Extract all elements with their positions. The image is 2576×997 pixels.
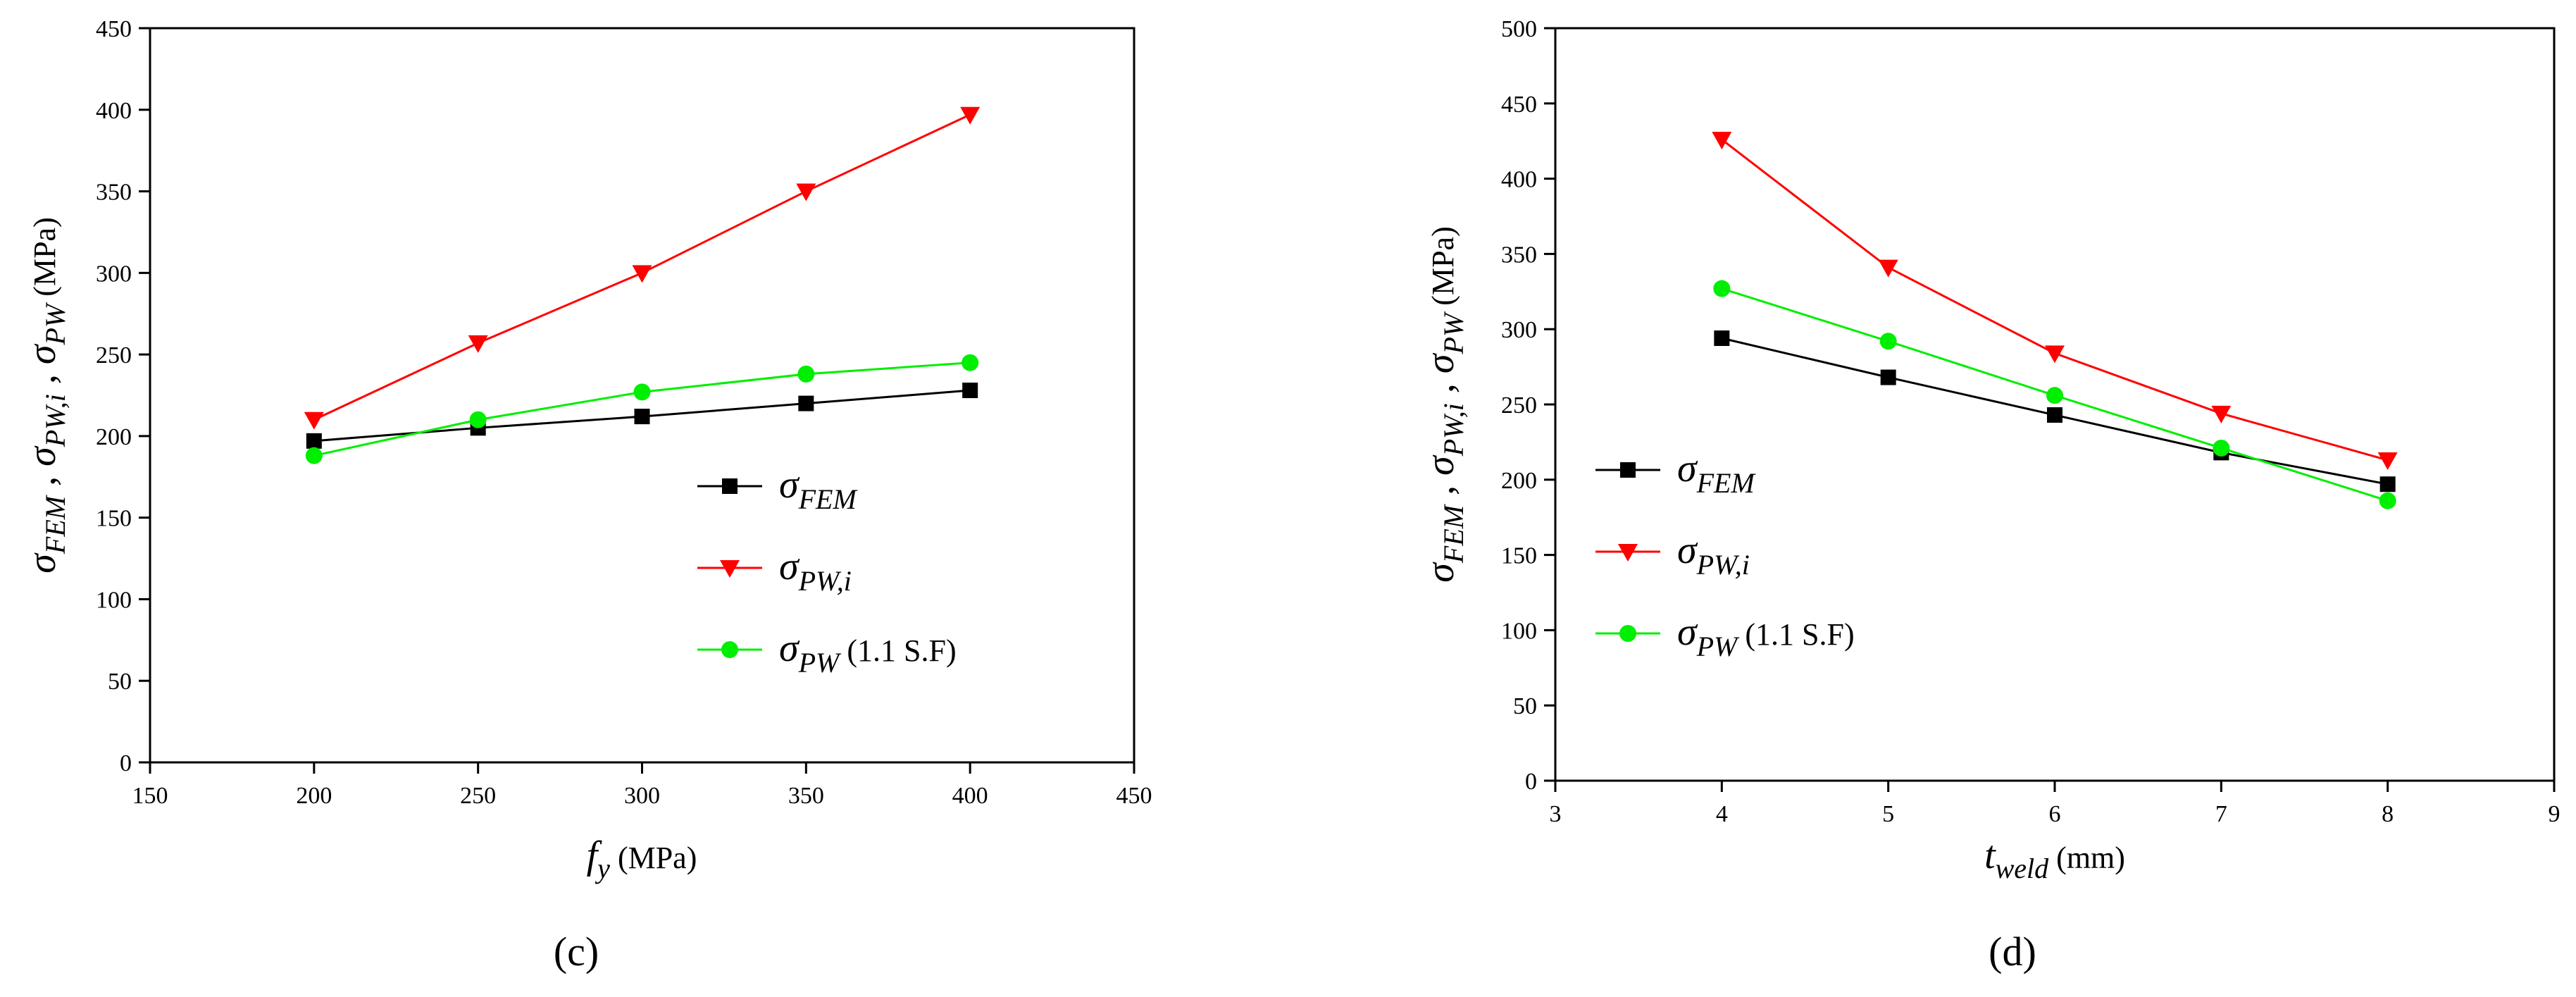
data-point [2379,476,2396,493]
data-point [2045,345,2065,364]
x-tick-label: 3 [1550,801,1562,827]
data-point [798,395,814,411]
y-tick-label: 300 [96,261,132,287]
x-tick-label: 300 [624,783,660,809]
y-tick-label: 400 [1501,167,1537,193]
legend-entry-label: σPW (1.1 S.F) [1677,610,1855,662]
y-tick-label: 450 [1501,92,1537,118]
x-tick-label: 400 [952,783,988,809]
chart-panel-d: 3 4 5 6 7 8 9 0 50 100 150 200 250 300 350 400 450 500 σF… [1419,16,2561,974]
legend-entry-label: σPW (1.1 S.F) [779,626,957,679]
panel-label-c: (c) [554,929,599,974]
chart-panel-c: 150 200 250 300 350 400 450 0 50 100 150 200 250 300 3… [20,16,1152,974]
data-point [468,335,488,353]
data-point [2377,452,2398,471]
y-tick-label: 350 [1501,242,1537,268]
data-point [960,106,981,125]
panel-label-d: (d) [1989,929,2036,974]
x-tick-label: 6 [2049,801,2061,827]
axis-ticks: 3 4 5 6 7 8 9 0 50 100 150 200 250 300 350 400 450 500 [1501,16,2561,827]
data-point [632,265,652,283]
y-tick-label: 250 [1501,392,1537,419]
y-axis-label: σFEM , σPW,i , σPW (MPa) [1419,226,1469,582]
y-axis-label: σFEM , σPW,i , σPW (MPa) [20,217,71,573]
legend: σFEM σPW,i σPW (1.1 S.F) [697,463,957,679]
data-point [1880,369,1896,385]
y-tick-label: 500 [1501,16,1537,42]
data-point [2047,407,2062,423]
data-point [2046,387,2063,404]
data-point [962,354,979,371]
y-tick-label: 100 [96,587,132,613]
x-tick-label: 7 [2215,801,2227,827]
data-point [1879,333,1897,350]
legend-entry-label: σPW,i [1677,528,1750,581]
data-point [1713,280,1731,297]
data-point [962,383,978,399]
data-point [2213,439,2230,457]
data-point [304,411,324,430]
x-tick-label: 450 [1116,783,1152,809]
series-layer [1712,132,2398,509]
data-point [305,447,323,464]
y-tick-label: 100 [1501,618,1537,644]
data-point [1712,132,1732,150]
legend-swatch-marker [721,641,738,658]
data-point [796,183,816,202]
axis-ticks: 150 200 250 300 350 400 450 0 50 100 150 200 250 300 3… [96,16,1152,809]
y-tick-label: 50 [108,669,132,695]
legend-entry-label: σFEM [779,463,858,515]
y-tick-label: 300 [1501,317,1537,343]
y-tick-label: 50 [1513,693,1537,719]
x-tick-label: 250 [460,783,496,809]
x-tick-label: 350 [788,783,824,809]
legend-swatch-marker [1619,625,1636,642]
x-tick-label: 200 [296,783,332,809]
series-layer [304,106,981,464]
legend-entry-label: σPW,i [779,545,852,597]
x-axis-label: fy (MPa) [587,834,697,884]
y-tick-label: 0 [1525,769,1537,795]
y-tick-label: 250 [96,342,132,369]
data-point [797,365,815,383]
x-tick-label: 4 [1716,801,1728,827]
data-point [2211,405,2232,423]
plot-frame [1554,27,2556,782]
data-point [1714,330,1730,347]
y-tick-label: 400 [96,98,132,124]
data-point [634,409,650,425]
data-point [306,433,322,449]
data-point [1878,259,1898,278]
y-tick-label: 450 [96,16,132,42]
legend-entry-label: σFEM [1677,447,1756,499]
x-tick-label: 8 [2382,801,2394,827]
y-tick-label: 150 [1501,543,1537,569]
legend-swatch-marker [720,560,740,578]
data-point [2379,492,2396,509]
y-tick-label: 200 [96,424,132,450]
data-point [469,411,487,428]
x-axis-label: tweld (mm) [1984,834,2125,884]
y-tick-label: 350 [96,180,132,206]
y-tick-label: 200 [1501,468,1537,494]
x-tick-label: 9 [2549,801,2561,827]
legend-swatch-marker [1620,462,1636,478]
x-tick-label: 150 [132,783,168,809]
y-tick-label: 0 [120,750,132,776]
legend-swatch-marker [722,478,738,494]
y-tick-label: 150 [96,506,132,532]
legend-swatch-marker [1618,544,1638,562]
x-tick-label: 5 [1882,801,1894,827]
legend: σFEM σPW,i σPW (1.1 S.F) [1595,447,1855,662]
data-point [633,383,651,401]
